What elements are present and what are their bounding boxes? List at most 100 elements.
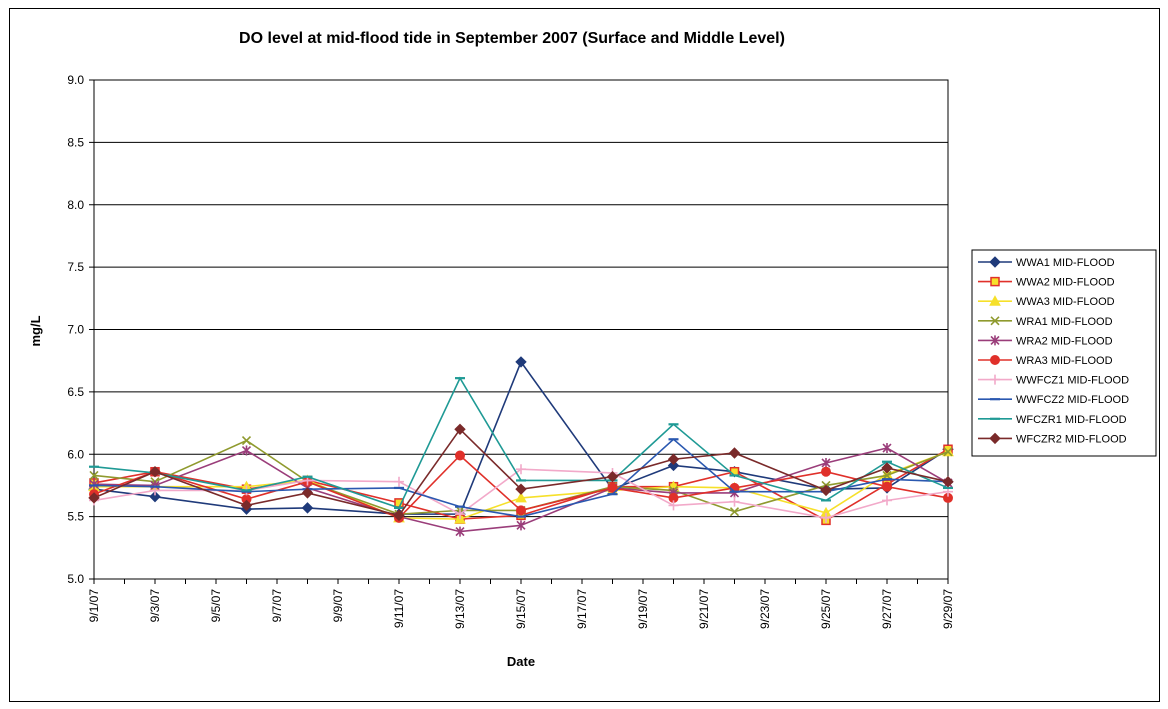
data-point <box>241 445 252 456</box>
y-tick-label: 8.0 <box>67 198 84 212</box>
legend-entry: WWA3 MID-FLOOD <box>978 295 1115 308</box>
data-point <box>606 470 619 483</box>
x-tick-label: 9/27/07 <box>880 589 894 629</box>
legend-label: WRA2 MID-FLOOD <box>1016 335 1113 347</box>
data-point <box>990 335 1000 346</box>
data-point <box>241 435 252 446</box>
data-point <box>515 356 527 368</box>
legend-label: WWA2 MID-FLOOD <box>1016 277 1115 289</box>
data-point <box>820 484 832 497</box>
data-point <box>989 432 1001 445</box>
x-tick-label: 9/9/07 <box>331 589 345 623</box>
data-point <box>89 470 99 481</box>
x-axis-title: Date <box>507 654 535 669</box>
x-tick-label: 9/13/07 <box>453 589 467 629</box>
legend-entry: WFCZR1 MID-FLOOD <box>978 414 1127 426</box>
series-10 <box>88 423 954 522</box>
data-point <box>89 479 99 490</box>
x-tick-label: 9/19/07 <box>636 589 650 629</box>
data-point <box>149 490 161 503</box>
legend-label: WWA3 MID-FLOOD <box>1016 296 1115 308</box>
x-tick-label: 9/5/07 <box>209 589 223 623</box>
legend-label: WWFCZ1 MID-FLOOD <box>1016 375 1129 387</box>
chart-title: DO level at mid-flood tide in September … <box>239 30 785 47</box>
data-point <box>301 502 314 514</box>
data-point <box>821 512 831 523</box>
data-point <box>516 464 526 475</box>
data-point <box>989 256 1001 268</box>
legend-entry: WRA3 MID-FLOOD <box>978 355 1113 367</box>
series-9 <box>89 376 953 509</box>
chart-frame: DO level at mid-flood tide in September … <box>9 8 1160 702</box>
x-axis-ticks: 9/1/07 9/3/07 9/5/07 9/7/07 9/9/07 9/11/07 9/1… <box>87 579 955 629</box>
y-tick-label: 6.0 <box>67 447 84 461</box>
y-tick-label: 5.0 <box>67 572 84 586</box>
data-point <box>515 483 527 495</box>
legend-label: WRA3 MID-FLOOD <box>1016 355 1113 367</box>
data-point <box>668 500 679 511</box>
legend-label: WWA1 MID-FLOOD <box>1016 257 1115 269</box>
data-point <box>394 476 404 487</box>
data-point <box>990 374 1000 385</box>
legend-box <box>971 249 1157 457</box>
y-axis-ticks: 5.0 5.5 6.0 6.5 7.0 7.5 8.0 8.5 9.0 <box>67 73 94 586</box>
y-axis-title: mg/L <box>28 315 43 346</box>
legend-entry: WRA2 MID-FLOOD <box>978 335 1113 347</box>
x-tick-label: 9/3/07 <box>148 589 162 623</box>
series-group <box>88 356 954 537</box>
legend-label: WRA1 MID-FLOOD <box>1016 316 1113 328</box>
y-tick-label: 7.0 <box>67 323 84 337</box>
data-point <box>455 526 465 537</box>
y-tick-label: 5.5 <box>67 510 84 524</box>
data-point <box>516 505 526 516</box>
data-point <box>729 496 740 507</box>
data-point <box>882 481 892 492</box>
data-point <box>943 447 953 457</box>
data-point <box>729 507 740 517</box>
legend-entry: WFCZR2 MID-FLOOD <box>978 432 1127 445</box>
legend-entry: WRA1 MID-FLOOD <box>978 316 1113 328</box>
legend-entry: WWFCZ1 MID-FLOOD <box>978 374 1129 387</box>
legend: WWA1 MID-FLOOD WWA2 MID-FLOOD WWA3 MID-FLO… <box>971 249 1157 457</box>
line-chart: DO level at mid-flood tide in September … <box>28 30 1157 669</box>
data-point <box>667 459 680 472</box>
legend-label: WFCZR2 MID-FLOOD <box>1016 433 1127 445</box>
data-point <box>990 355 1000 365</box>
y-tick-label: 7.5 <box>67 260 84 274</box>
x-tick-label: 9/15/07 <box>514 589 528 629</box>
data-point <box>821 466 831 477</box>
data-point <box>455 509 465 520</box>
data-point <box>728 447 741 459</box>
data-point <box>240 499 253 512</box>
data-point <box>516 520 526 531</box>
legend-entry: WWFCZ2 MID-FLOOD <box>978 394 1129 406</box>
x-tick-label: 9/29/07 <box>941 589 955 629</box>
data-point <box>882 443 892 454</box>
data-point <box>667 453 680 465</box>
data-point <box>454 423 466 436</box>
x-tick-label: 9/25/07 <box>819 589 833 629</box>
data-point <box>821 457 831 468</box>
data-point <box>990 276 1000 287</box>
y-tick-label: 8.5 <box>67 135 84 149</box>
data-point <box>881 462 893 474</box>
data-point <box>989 295 1001 306</box>
legend-entry: WWA2 MID-FLOOD <box>978 277 1115 289</box>
data-point <box>455 450 465 461</box>
data-point <box>301 487 314 499</box>
x-tick-label: 9/21/07 <box>697 589 711 629</box>
y-tick-label: 9.0 <box>67 73 84 87</box>
data-point <box>942 475 954 488</box>
x-tick-label: 9/17/07 <box>575 589 589 629</box>
data-point <box>515 491 527 503</box>
data-point <box>990 316 1000 326</box>
x-tick-label: 9/1/07 <box>87 589 101 623</box>
data-point <box>393 509 405 522</box>
x-tick-label: 9/7/07 <box>270 589 284 623</box>
data-point <box>882 495 892 506</box>
legend-label: WWFCZ2 MID-FLOOD <box>1016 394 1129 406</box>
x-tick-label: 9/11/07 <box>392 589 406 628</box>
legend-label: WFCZR1 MID-FLOOD <box>1016 414 1127 426</box>
data-point <box>88 492 100 504</box>
x-tick-label: 9/23/07 <box>758 589 772 629</box>
